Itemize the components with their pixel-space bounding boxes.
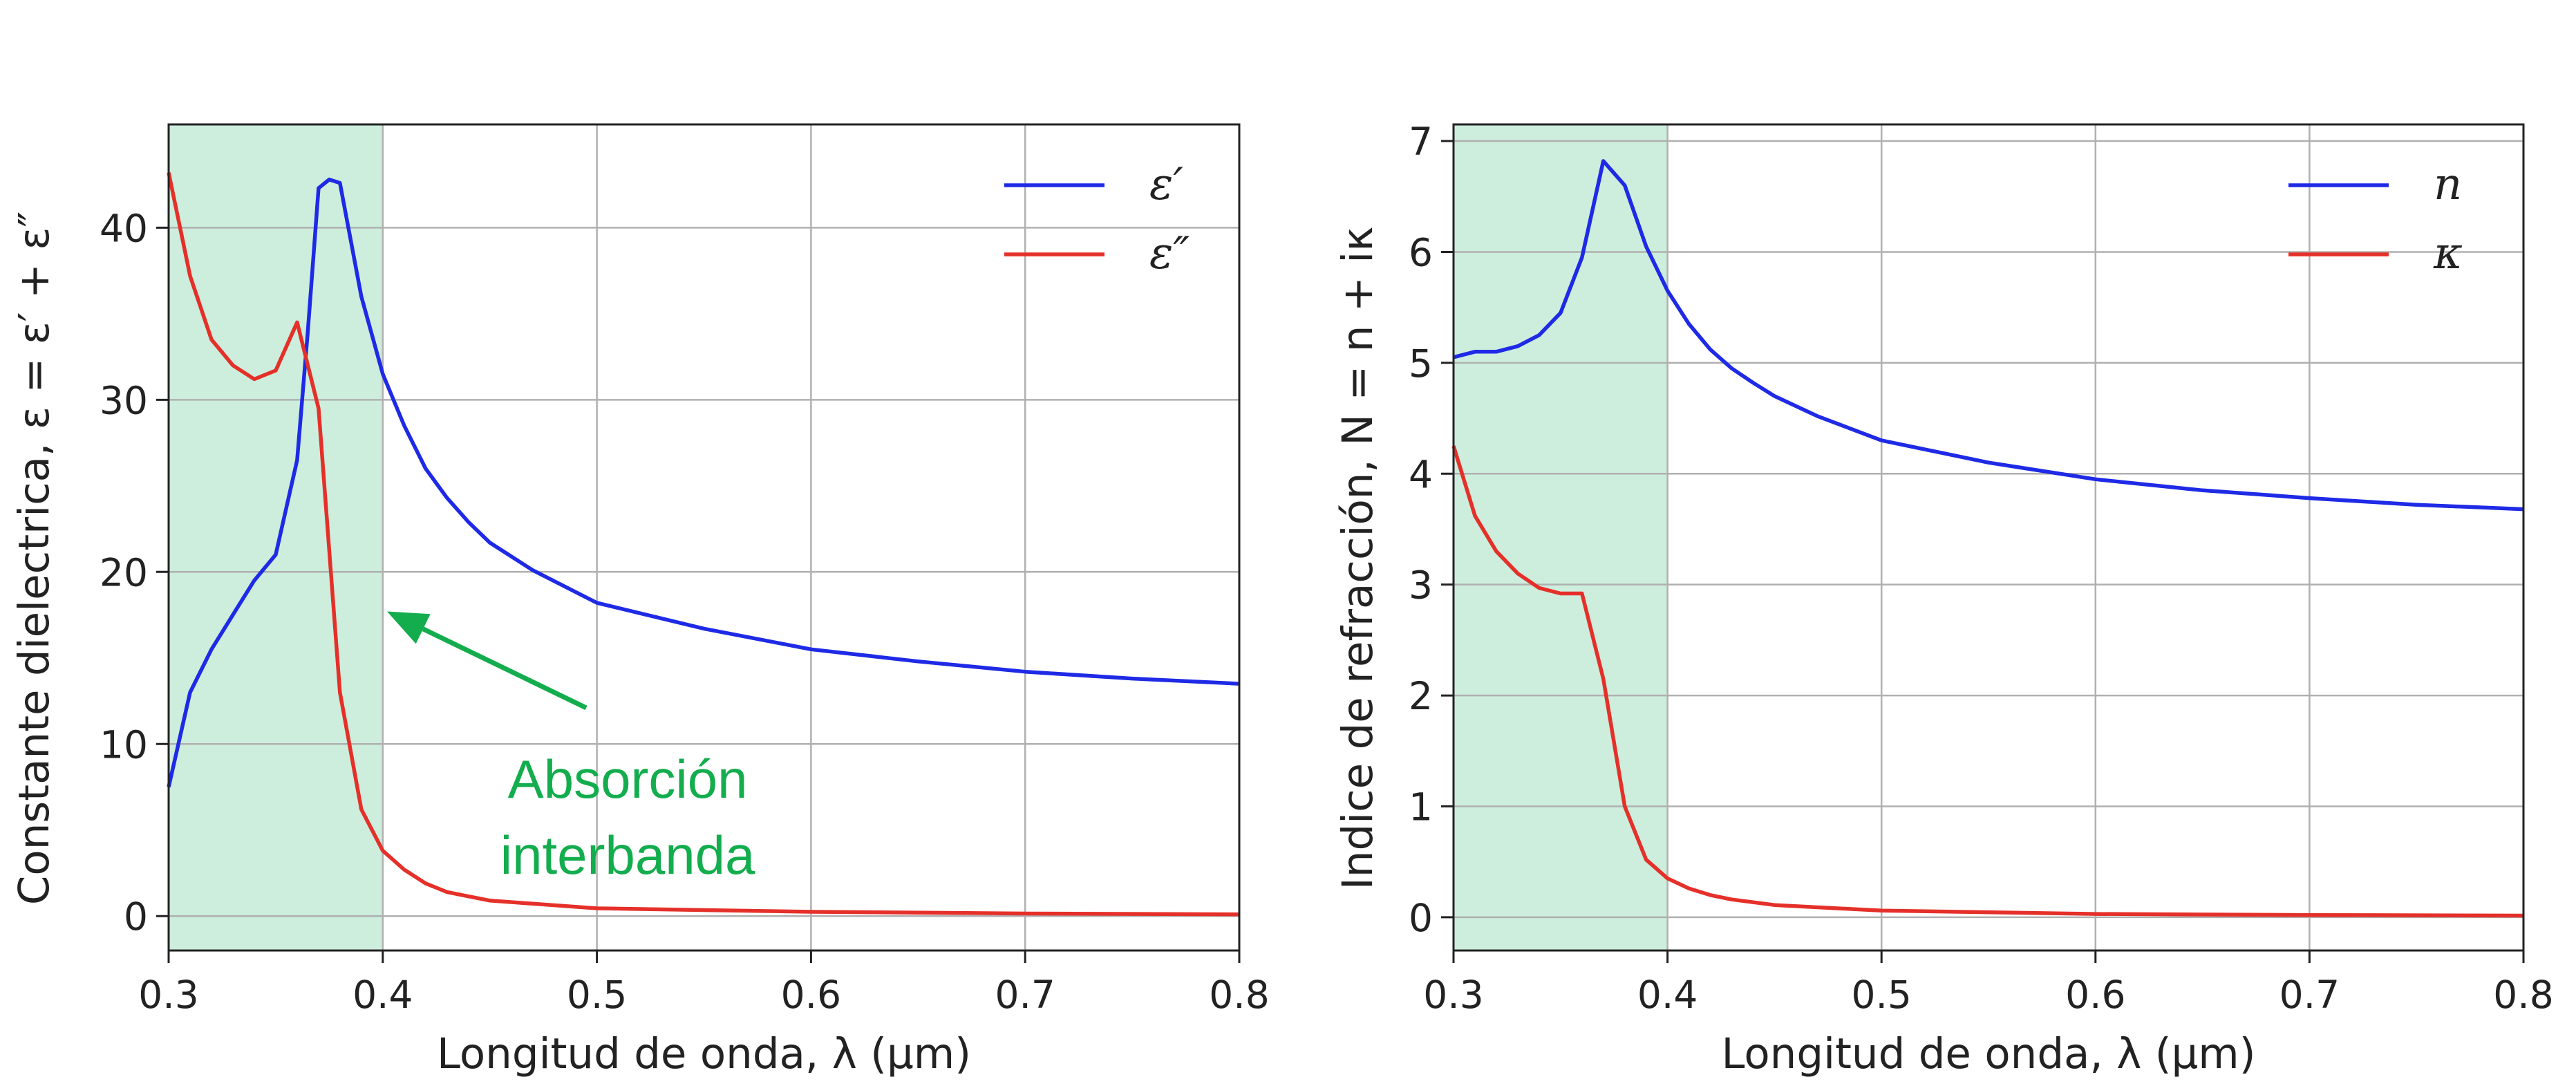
legend: nκ [2288, 159, 2463, 279]
series-lines [1451, 159, 2524, 918]
legend-label: ε″ [1149, 228, 1190, 279]
series-lines [167, 172, 1240, 917]
y-tick-label: 6 [1409, 230, 1433, 274]
refractive-index-chart: 0.3 0.4 0.5 0.6 0.7 0.8 0 1 2 3 4 5 6 7 Longitud de … [1333, 120, 2554, 1078]
y-tick-label: 5 [1409, 341, 1433, 386]
x-tick-label: 0.7 [995, 973, 1055, 1017]
y-tick-label: 2 [1409, 674, 1433, 718]
grid [1452, 124, 2525, 951]
y-tick-label: 10 [100, 722, 148, 767]
shaded-region [169, 124, 383, 951]
y-tick-label: 0 [124, 895, 148, 939]
y-tick-label: 4 [1409, 452, 1433, 496]
shaded-region [1454, 124, 1668, 951]
y-ticks: 0 1 2 3 4 5 6 7 [1409, 120, 1454, 940]
annotation-arrowhead [386, 611, 431, 644]
y-tick-label: 3 [1409, 563, 1433, 608]
dielectric-constant-chart: 0.3 0.4 0.5 0.6 0.7 0.8 0 10 20 30 40 Longitud de… [10, 123, 1270, 1078]
x-tick-label: 0.5 [567, 973, 627, 1017]
x-axis-label: Longitud de onda, λ (μm) [1721, 1029, 2255, 1078]
annotation-text-line-2: interbanda [500, 825, 755, 886]
x-tick-label: 0.3 [1423, 973, 1483, 1017]
legend: ε′ ε″ [1004, 159, 1190, 279]
legend-label: n [2434, 159, 2462, 210]
annotation: Absorción interbanda [386, 611, 755, 886]
grid [167, 124, 1241, 951]
y-tick-label: 30 [100, 378, 148, 422]
legend-label: κ [2433, 228, 2463, 279]
y-axis-label: Indice de refracción, N = n + iκ [1333, 227, 1382, 890]
x-tick-label: 0.8 [2493, 973, 2553, 1017]
y-tick-label: 0 [1409, 896, 1433, 940]
x-tick-label: 0.8 [1209, 973, 1269, 1017]
y-tick-label: 1 [1409, 785, 1433, 829]
y-tick-label: 20 [100, 550, 148, 595]
y-tick-label: 40 [100, 206, 148, 250]
x-tick-label: 0.7 [2279, 973, 2340, 1017]
plot-frame [167, 123, 1241, 952]
series-line-real [1453, 159, 2524, 512]
annotation-arrow [422, 626, 587, 711]
x-tick-label: 0.4 [352, 973, 413, 1017]
x-axis-label: Longitud de onda, λ (μm) [437, 1029, 971, 1078]
series-line-imaginary [1451, 445, 2524, 918]
y-axis-label: Constante dielectrica, ε = ε′ + ε″ [10, 212, 59, 905]
x-ticks: 0.3 0.4 0.5 0.6 0.7 0.8 [1423, 951, 2554, 1017]
x-tick-label: 0.3 [138, 973, 198, 1017]
x-tick-label: 0.4 [1637, 973, 1698, 1017]
x-tick-label: 0.6 [781, 973, 841, 1017]
legend-label: ε′ [1149, 159, 1183, 210]
series-line-real [167, 177, 1240, 788]
x-ticks: 0.3 0.4 0.5 0.6 0.7 0.8 [138, 951, 1270, 1017]
y-ticks: 0 10 20 30 40 [100, 206, 169, 939]
x-tick-label: 0.5 [1851, 973, 1911, 1017]
series-line-imaginary [167, 172, 1240, 917]
x-tick-label: 0.6 [2065, 973, 2125, 1017]
plot-frame [1452, 123, 2525, 952]
annotation-text-line-1: Absorción [508, 749, 748, 809]
y-tick-label: 7 [1409, 120, 1433, 164]
